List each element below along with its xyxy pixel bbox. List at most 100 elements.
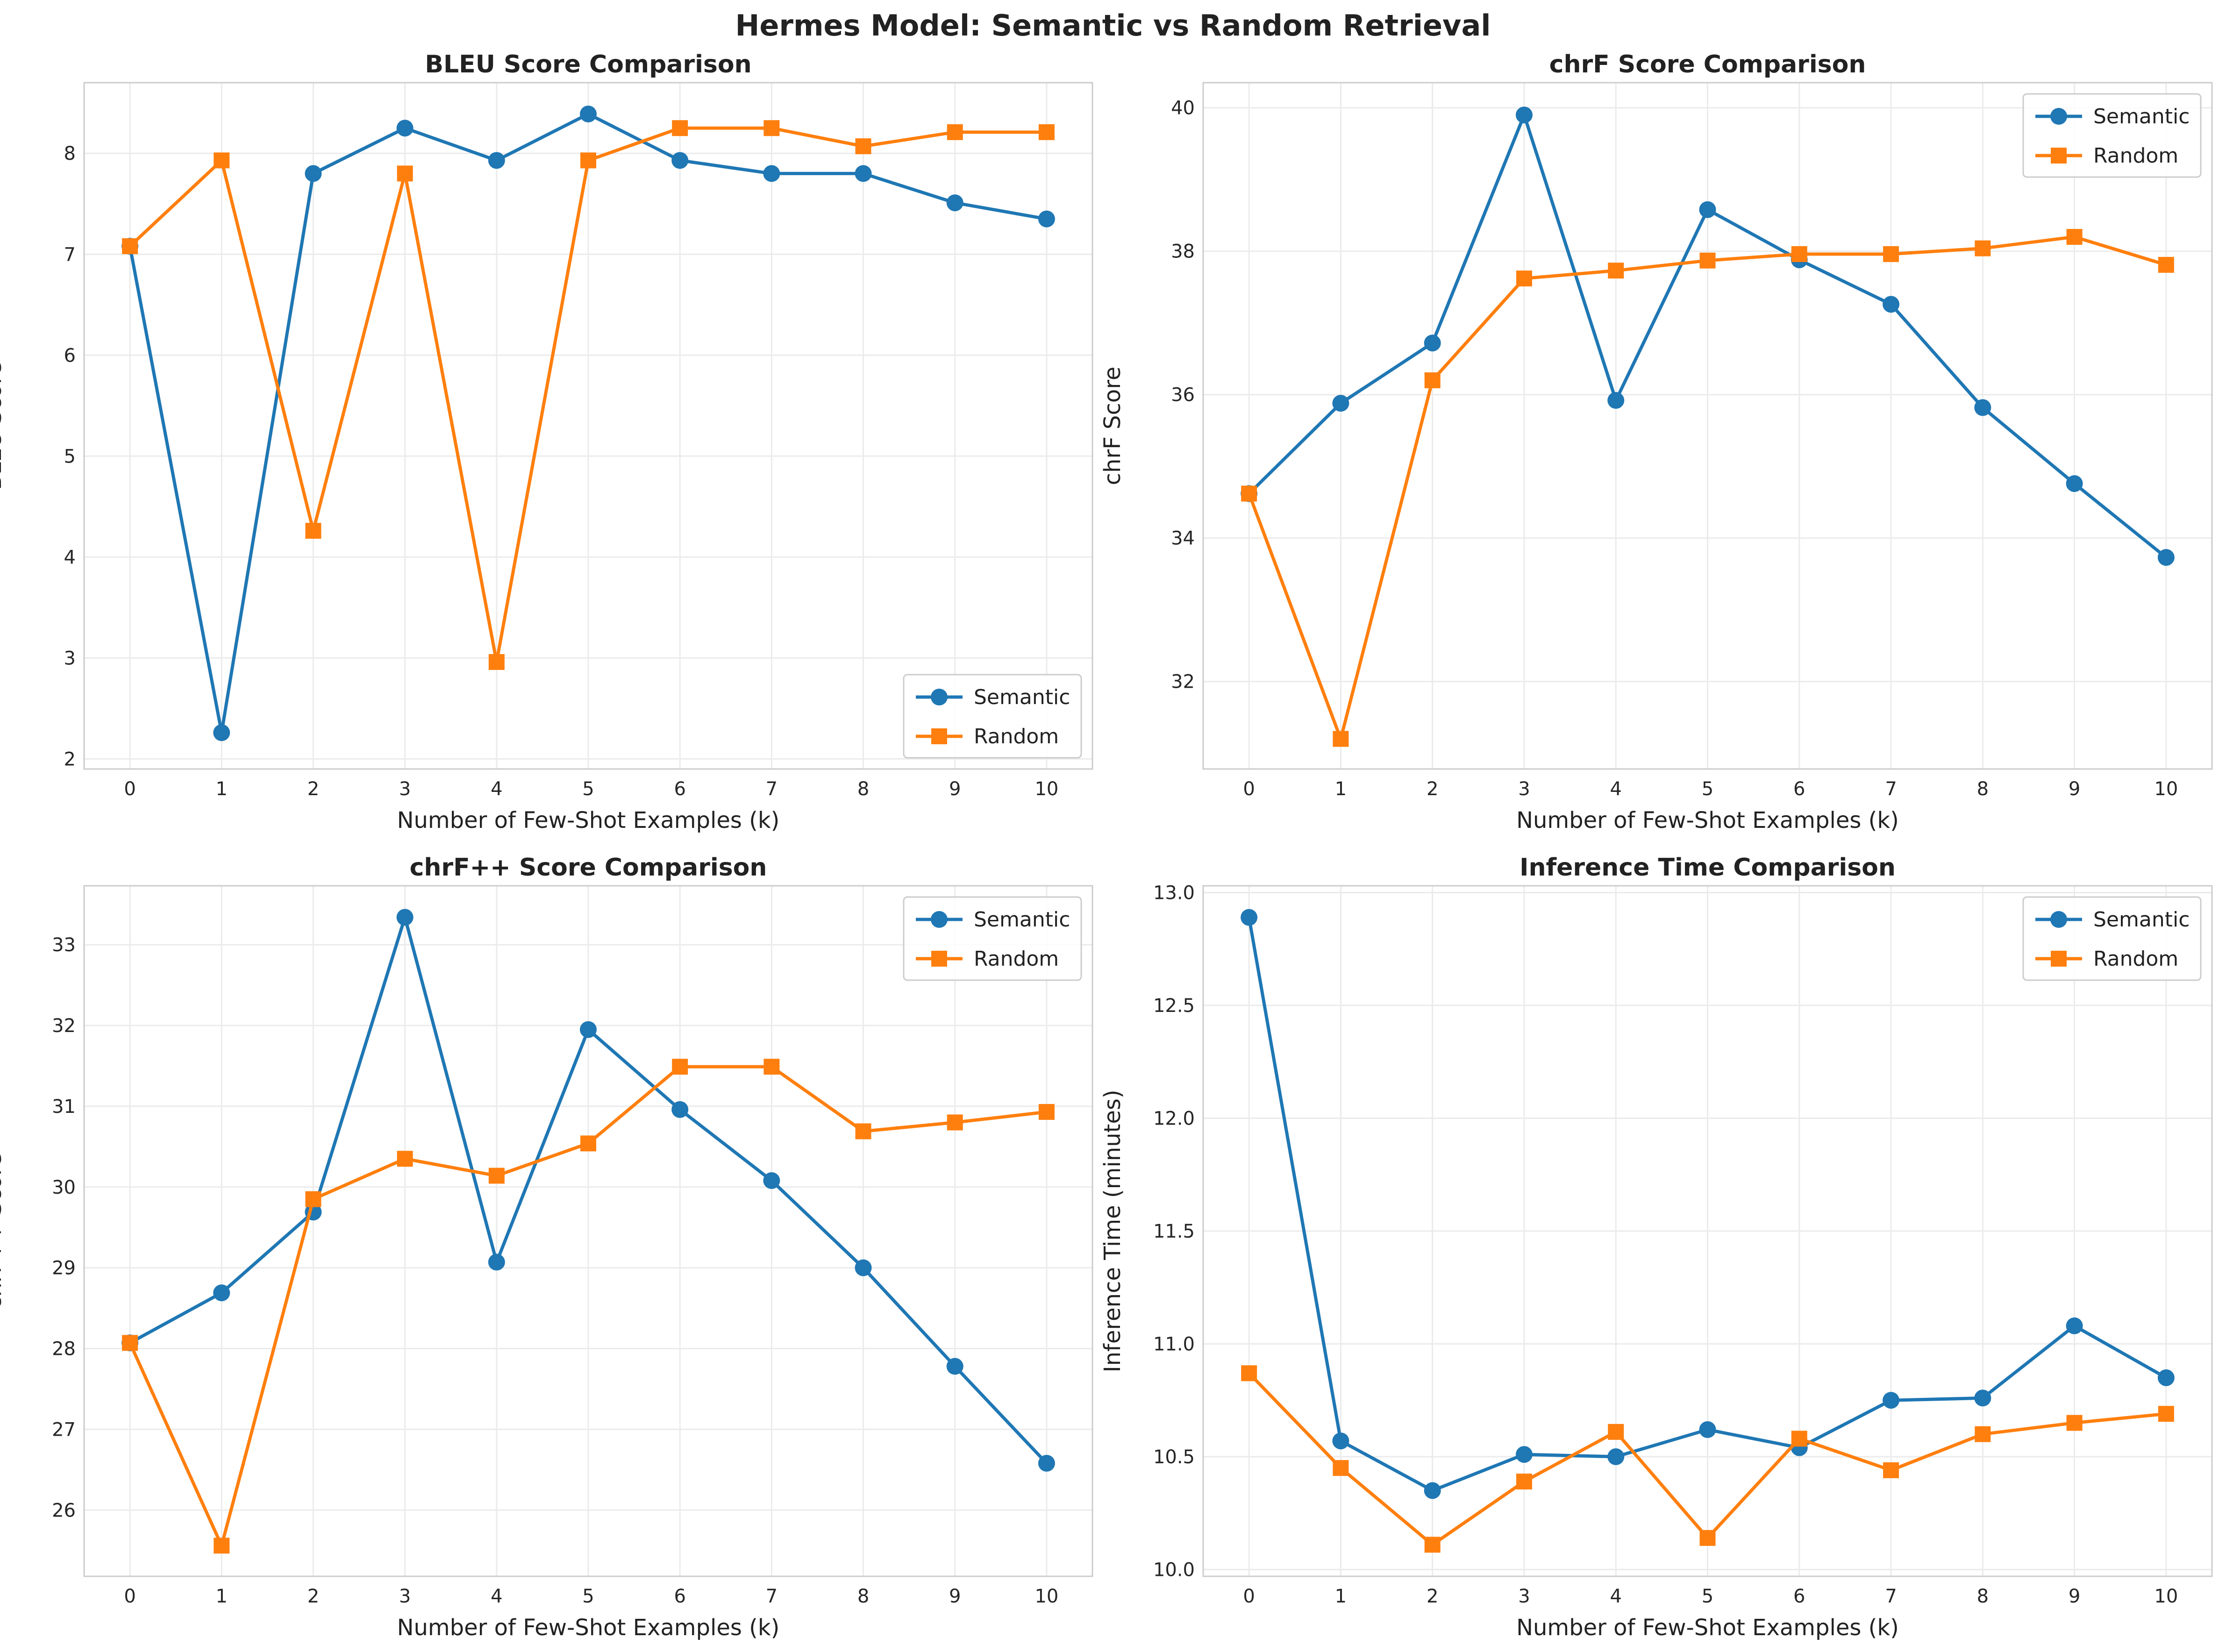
- data-point-semantic: [2157, 1369, 2175, 1386]
- data-point-semantic: [1974, 1389, 1991, 1407]
- data-point-semantic: [671, 152, 689, 169]
- x-axis-label: Number of Few-Shot Examples (k): [1516, 807, 1899, 833]
- data-point-semantic: [396, 120, 414, 137]
- legend: Semantic Random: [2022, 896, 2202, 981]
- legend-label-random: Random: [974, 725, 1059, 748]
- y-tick-label: 3: [64, 648, 76, 669]
- x-tick-label: 8: [1977, 778, 1989, 800]
- data-point-semantic: [396, 909, 414, 926]
- panel-title: chrF Score Comparison: [1549, 50, 1866, 78]
- data-point-random: [1516, 271, 1532, 287]
- legend-marker-semantic: [931, 911, 948, 928]
- data-point-random: [2066, 229, 2083, 245]
- data-point-semantic: [2157, 549, 2175, 566]
- x-tick-label: 2: [1427, 1586, 1438, 1607]
- data-point-random: [1038, 1104, 1055, 1120]
- axes-frame: [83, 82, 1093, 770]
- y-tick-label: 8: [64, 143, 76, 164]
- x-tick-label: 7: [1885, 1586, 1897, 1607]
- data-point-semantic: [305, 165, 322, 182]
- legend-label-semantic: Semantic: [974, 908, 1070, 932]
- x-tick-label: 0: [124, 1586, 136, 1607]
- y-tick-label: 2: [64, 748, 76, 770]
- x-tick-label: 10: [1035, 1586, 1058, 1607]
- data-point-random: [397, 1151, 413, 1167]
- y-tick-label: 10.0: [1153, 1559, 1195, 1581]
- x-tick-label: 8: [857, 778, 869, 800]
- y-tick-label: 31: [52, 1096, 76, 1118]
- y-tick-label: 28: [52, 1339, 76, 1360]
- data-point-semantic: [580, 105, 597, 122]
- y-tick-label: 4: [64, 547, 76, 568]
- legend-marker-random: [2051, 148, 2067, 164]
- legend-marker-semantic: [931, 689, 948, 705]
- data-point-semantic: [2066, 475, 2083, 492]
- data-point-random: [1699, 252, 1716, 269]
- data-point-semantic: [1424, 335, 1441, 352]
- data-point-random: [947, 1114, 963, 1131]
- data-point-random: [1791, 246, 1807, 262]
- x-tick-label: 9: [949, 778, 961, 800]
- data-point-random: [488, 1168, 505, 1184]
- data-point-random: [580, 152, 596, 169]
- panel-title: chrF++ Score Comparison: [410, 854, 767, 882]
- x-tick-label: 2: [307, 778, 319, 800]
- x-axis-label: Number of Few-Shot Examples (k): [1516, 1615, 1899, 1641]
- legend-label-random: Random: [2093, 947, 2178, 971]
- y-tick-label: 6: [64, 345, 76, 366]
- x-tick-label: 2: [1427, 778, 1438, 800]
- x-tick-label: 9: [949, 1586, 961, 1607]
- x-axis-label: Number of Few-Shot Examples (k): [397, 807, 780, 833]
- data-point-random: [1424, 372, 1441, 389]
- data-point-random: [855, 1123, 871, 1139]
- x-tick-label: 4: [1610, 1586, 1622, 1607]
- data-point-semantic: [1038, 1454, 1055, 1472]
- legend-label-random: Random: [974, 947, 1059, 971]
- y-tick-label: 30: [52, 1177, 76, 1198]
- y-tick-label: 32: [1171, 671, 1195, 693]
- data-point-semantic: [488, 152, 505, 169]
- data-point-semantic: [1883, 1392, 1900, 1409]
- data-point-semantic: [855, 165, 872, 182]
- y-tick-label: 11.5: [1153, 1221, 1195, 1242]
- x-tick-label: 6: [1793, 1586, 1805, 1607]
- legend: Semantic Random: [903, 896, 1082, 981]
- y-tick-label: 26: [52, 1500, 76, 1521]
- x-tick-label: 1: [216, 778, 228, 800]
- legend-marker-random: [931, 951, 947, 967]
- data-point-random: [214, 1538, 230, 1554]
- panel-title: Inference Time Comparison: [1520, 854, 1896, 882]
- y-tick-label: 29: [52, 1258, 76, 1279]
- x-tick-label: 0: [1243, 778, 1255, 800]
- x-tick-label: 10: [1035, 778, 1058, 800]
- x-tick-label: 10: [2154, 778, 2178, 800]
- axes-frame: [1202, 82, 2213, 770]
- data-point-semantic: [671, 1101, 689, 1118]
- x-tick-label: 7: [766, 1586, 778, 1607]
- data-point-semantic: [1699, 1421, 1716, 1438]
- data-point-random: [1241, 485, 1257, 502]
- data-point-random: [1333, 731, 1349, 747]
- x-tick-label: 1: [216, 1586, 228, 1607]
- data-point-semantic: [763, 1172, 780, 1189]
- data-point-random: [947, 124, 963, 140]
- data-point-random: [763, 120, 780, 136]
- x-tick-label: 6: [674, 778, 685, 800]
- data-point-random: [1424, 1537, 1441, 1553]
- legend: Semantic Random: [2022, 93, 2202, 178]
- x-tick-label: 1: [1335, 1586, 1347, 1607]
- data-point-semantic: [1241, 909, 1258, 926]
- data-point-semantic: [1607, 392, 1625, 409]
- x-tick-label: 5: [582, 1586, 594, 1607]
- legend-label-random: Random: [2093, 144, 2178, 168]
- data-point-random: [1516, 1474, 1532, 1490]
- data-point-random: [580, 1135, 596, 1152]
- data-point-semantic: [1699, 201, 1716, 218]
- x-tick-label: 2: [307, 1586, 319, 1607]
- y-tick-label: 10.5: [1153, 1446, 1195, 1468]
- y-axis-label: chrF++ Score: [0, 1153, 7, 1309]
- data-point-semantic: [488, 1253, 505, 1271]
- data-point-semantic: [1515, 107, 1533, 124]
- data-point-random: [122, 1335, 138, 1351]
